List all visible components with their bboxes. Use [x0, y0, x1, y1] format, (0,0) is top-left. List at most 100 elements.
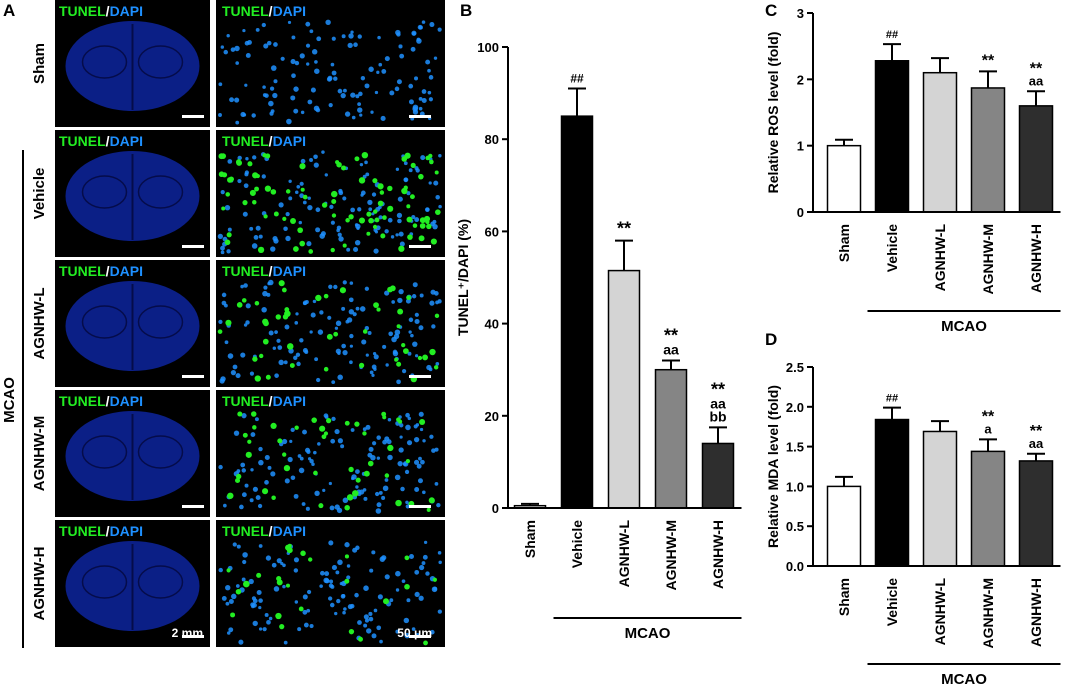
tunel-positive-cell — [235, 473, 242, 480]
tunel-positive-cell — [434, 313, 440, 319]
stain-label-dapi: DAPI — [110, 393, 143, 409]
dapi-nucleus — [421, 98, 427, 104]
dapi-nucleus — [378, 62, 383, 67]
tunel-positive-cell — [275, 612, 282, 620]
tunel-positive-cell — [387, 205, 394, 212]
dapi-nucleus — [357, 107, 363, 113]
dapi-nucleus — [397, 460, 403, 467]
dapi-nucleus — [340, 93, 346, 99]
tunel-positive-cell — [276, 579, 283, 586]
y-tick-label: 2.5 — [786, 360, 804, 375]
tunel-positive-cell — [430, 238, 437, 245]
tunel-positive-cell — [377, 183, 384, 190]
dapi-nucleus — [395, 233, 399, 237]
nuclei-layer — [218, 411, 441, 514]
tunel-positive-cell — [426, 223, 432, 230]
dapi-nucleus — [276, 558, 282, 564]
dapi-nucleus — [232, 542, 237, 547]
dapi-nucleus — [319, 584, 323, 588]
dapi-nucleus — [282, 563, 286, 568]
tunel-positive-cell — [331, 199, 337, 205]
dapi-nucleus — [249, 498, 254, 503]
dapi-nucleus — [387, 454, 393, 461]
dapi-nucleus — [363, 614, 369, 620]
dapi-nucleus — [416, 463, 422, 469]
significance-label: aa — [1029, 436, 1044, 451]
dapi-nucleus — [317, 329, 324, 335]
dapi-nucleus — [334, 504, 340, 510]
dapi-nucleus — [280, 56, 285, 61]
significance-label: aa — [710, 395, 726, 411]
dapi-nucleus — [420, 459, 425, 465]
dapi-nucleus — [342, 610, 346, 615]
dapi-nucleus — [304, 299, 309, 305]
dapi-nucleus — [241, 468, 246, 473]
dapi-nucleus — [258, 234, 263, 239]
dapi-nucleus — [371, 633, 377, 639]
dapi-nucleus — [309, 330, 313, 334]
dapi-nucleus — [305, 506, 310, 511]
dapi-nucleus — [378, 490, 383, 495]
tunel-positive-cell — [330, 247, 335, 253]
dapi-nucleus — [243, 323, 248, 327]
dapi-nucleus — [288, 179, 292, 183]
tunel-positive-cell — [376, 307, 381, 312]
dapi-nucleus — [311, 49, 318, 55]
dapi-nucleus — [398, 44, 403, 49]
tunel-positive-cell — [383, 598, 390, 605]
y-tick-label: 0.0 — [786, 559, 804, 574]
dapi-nucleus — [271, 562, 277, 568]
dapi-nucleus — [277, 345, 283, 350]
dapi-nucleus — [314, 490, 320, 496]
dapi-nucleus — [337, 351, 341, 355]
x-category-label: Vehicle — [884, 578, 900, 626]
tunel-positive-cell — [256, 572, 262, 578]
dapi-nucleus — [349, 360, 353, 365]
dapi-nucleus — [306, 608, 311, 613]
dapi-nucleus — [240, 462, 246, 468]
dapi-nucleus — [234, 45, 240, 52]
tunel-positive-cell — [362, 329, 368, 334]
dapi-nucleus — [341, 34, 346, 39]
dapi-nucleus — [337, 559, 343, 566]
stain-label-tunel: TUNEL — [59, 263, 106, 279]
y-tick-label: 100 — [477, 40, 499, 55]
dapi-nucleus — [242, 559, 247, 565]
brain-ventricle — [137, 45, 184, 79]
dapi-nucleus — [374, 230, 379, 234]
dapi-nucleus — [252, 620, 258, 627]
dapi-nucleus — [395, 570, 401, 577]
tunel-positive-cell — [250, 411, 257, 417]
dapi-nucleus — [362, 488, 367, 492]
dapi-nucleus — [283, 640, 288, 645]
tunel-positive-cell — [433, 365, 439, 370]
tunel-positive-cell — [235, 588, 242, 595]
dapi-nucleus — [379, 556, 386, 562]
tunel-positive-cell — [407, 234, 413, 240]
dapi-nucleus — [283, 226, 288, 232]
dapi-nucleus — [419, 427, 424, 432]
dapi-nucleus — [302, 594, 308, 600]
brain-ventricle — [137, 175, 184, 209]
dapi-nucleus — [225, 585, 231, 591]
dapi-nucleus — [270, 65, 277, 71]
dapi-nucleus — [302, 429, 307, 435]
dapi-nucleus — [297, 454, 302, 458]
dapi-nucleus — [435, 362, 440, 366]
tunel-positive-cell — [263, 320, 269, 327]
dapi-nucleus — [405, 424, 411, 431]
tunel-positive-cell — [217, 329, 223, 334]
dapi-nucleus — [327, 315, 332, 320]
stain-label: TUNEL/DAPI — [222, 263, 306, 279]
dapi-nucleus — [394, 474, 401, 481]
dapi-nucleus — [403, 161, 408, 166]
tunel-positive-cell — [405, 459, 411, 464]
dapi-nucleus — [413, 459, 420, 465]
dapi-nucleus — [262, 85, 266, 89]
tunel-positive-cell — [315, 294, 322, 302]
stain-label-slash: / — [106, 3, 110, 19]
dapi-nucleus — [414, 217, 420, 223]
significance-label: ## — [886, 393, 898, 405]
dapi-nucleus — [398, 447, 404, 453]
